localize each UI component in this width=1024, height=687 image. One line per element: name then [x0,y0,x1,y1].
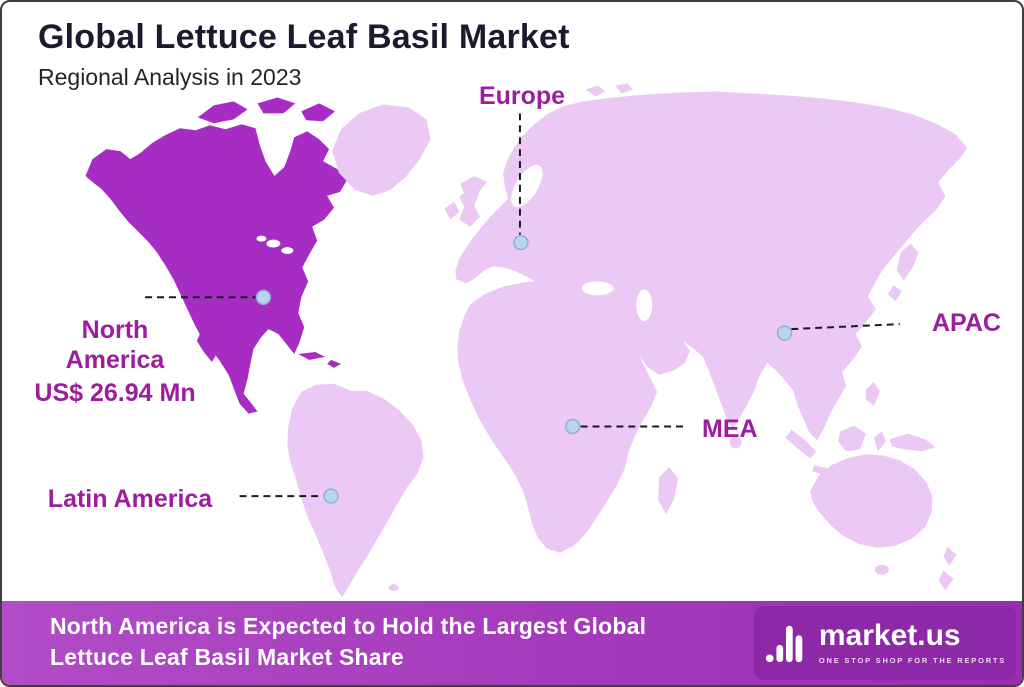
sulawesi [873,431,886,452]
caribbean-island [298,351,326,360]
brand-tagline: ONE STOP SHOP FOR THE REPORTS [818,656,1007,665]
new-zealand-north [943,546,957,566]
south-america [287,383,424,598]
great-lake [256,235,267,242]
continent-eurasia [444,83,968,479]
region-value: US$ 26.94 Mn [34,379,196,407]
japan [896,243,919,281]
continent-australia [810,433,957,591]
madagascar [658,467,679,515]
footer-headline: North America is Expected to Hold the La… [50,611,646,673]
header: Global Lettuce Leaf Basil Market Regiona… [38,18,570,91]
black-sea [581,281,614,296]
sumatra [785,429,817,459]
caribbean-island [327,359,342,368]
footer-headline-line1: North America is Expected to Hold the La… [50,613,647,639]
borneo [838,425,866,452]
caspian-sea [636,289,653,322]
leader-line-apac [791,323,900,331]
australia-mainland [810,454,933,548]
falkland-islands [388,584,399,592]
svalbard [585,85,606,97]
brand-panel: market.us ONE STOP SHOP FOR THE REPORTS [754,606,1016,680]
africa-mainland [457,280,658,553]
baltic-sea [511,164,543,207]
region-label-apac: APAC [932,309,1001,337]
brand-text: market.us ONE STOP SHOP FOR THE REPORTS [818,619,1007,666]
region-label-latin-america: Latin America [47,485,213,513]
region-label-europe: Europe [478,82,566,110]
region-label-mea: MEA [702,415,758,443]
brand-name: market.us [818,619,961,652]
markers [255,234,793,504]
eurasia-mainland [455,91,968,441]
great-britain [459,186,481,227]
marker-latin-america [323,488,339,504]
arctic-island [257,97,296,114]
continent-africa [457,280,679,553]
marker-europe [513,234,529,251]
arctic-island [301,103,336,122]
region-label-north-america: North America US$ 26.94 Mn [20,316,210,408]
philippines [865,381,880,406]
marker-apac [776,325,793,341]
region-name: North America [65,316,165,374]
japan-south [887,285,902,302]
great-lake [266,239,281,248]
ireland [444,201,460,220]
brand-logo-icon [765,625,803,663]
greenland [332,104,431,196]
baja-peninsula [196,334,216,362]
marker-mea [564,418,581,435]
footer-headline-line2: Lettuce Leaf Basil Market Share [50,644,404,670]
arctic-isle [615,83,634,94]
leader-lines [145,113,900,498]
continent-south-america [287,383,424,598]
marker-north-america [255,289,272,305]
sri-lanka [729,436,742,449]
tasmania [874,564,889,575]
north-america-mainland [85,124,347,414]
page-subtitle: Regional Analysis in 2023 [38,64,302,90]
page-title: Global Lettuce Leaf Basil Market [38,18,570,56]
continent-greenland [332,104,488,196]
new-guinea [889,433,936,452]
continent-north-america [85,97,347,414]
new-zealand-south [938,570,954,591]
footer-banner: North America is Expected to Hold the La… [2,601,1022,685]
great-lake [281,247,294,255]
arctic-island [197,101,248,124]
iceland [460,175,488,194]
